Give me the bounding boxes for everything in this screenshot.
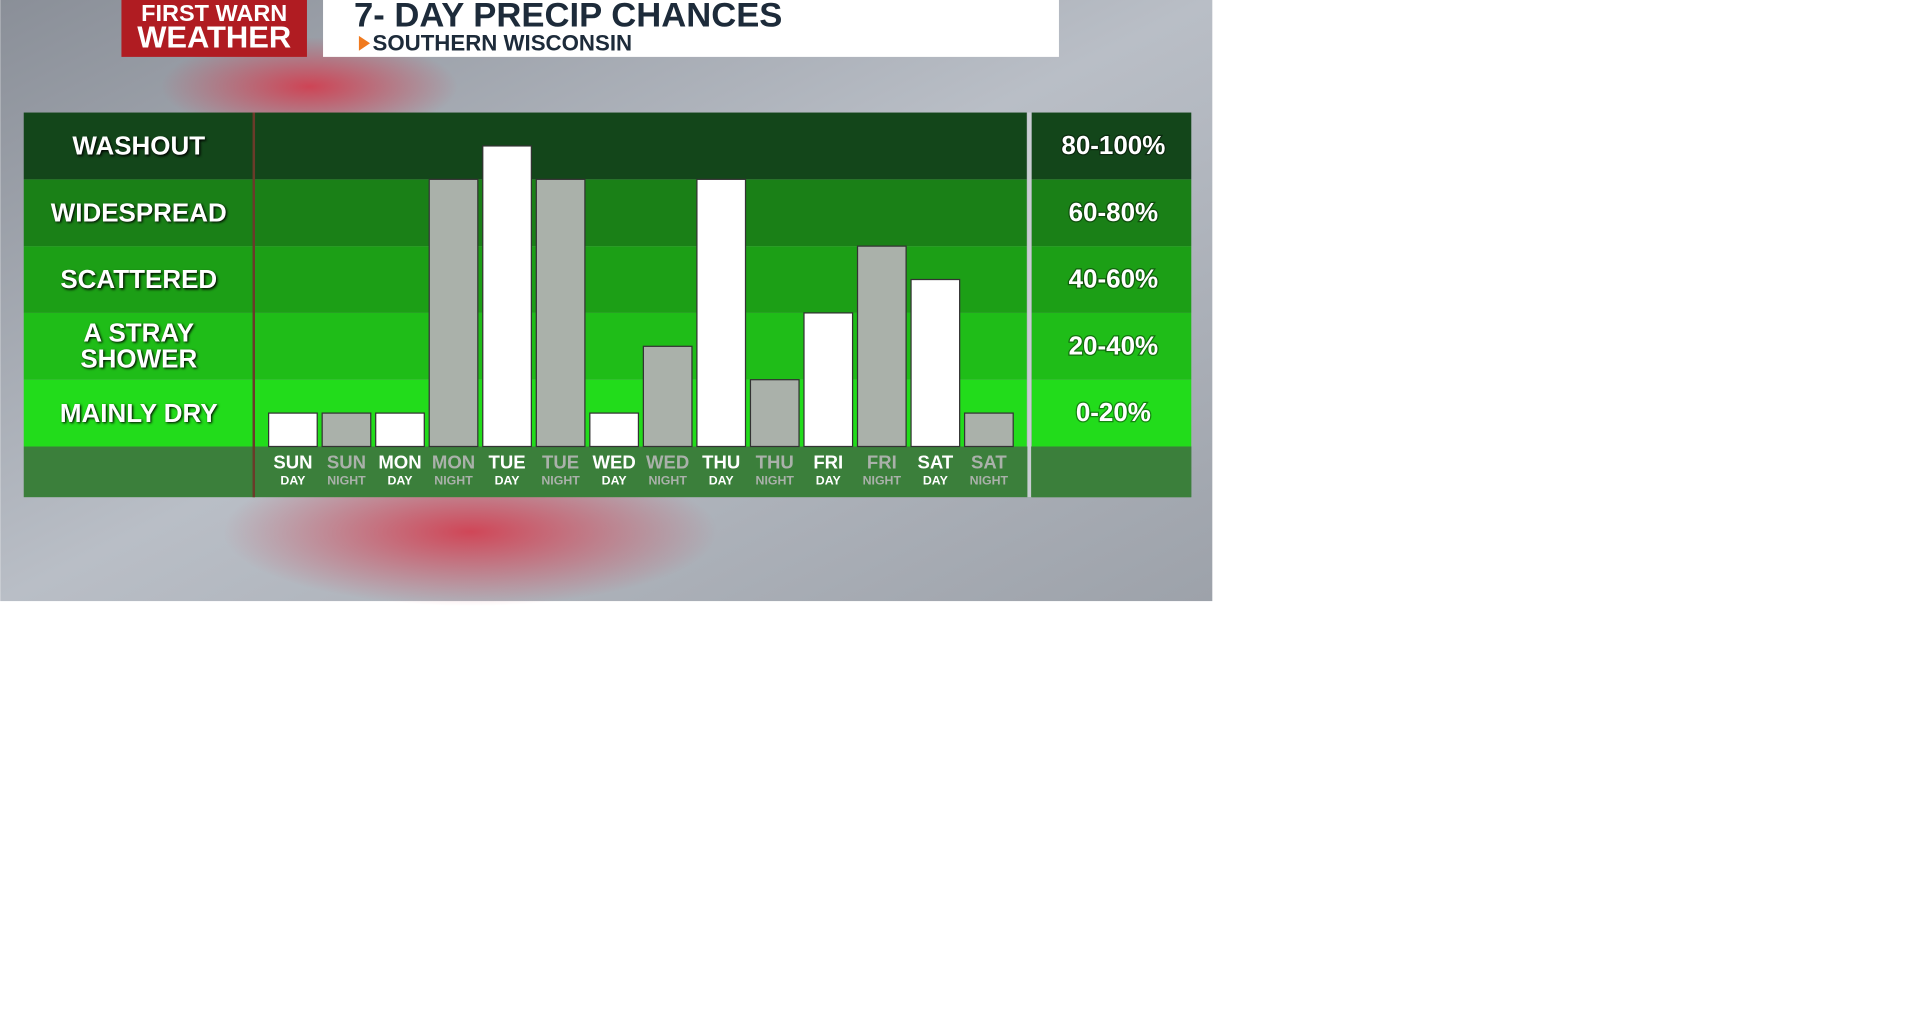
band-label-box: A STRAY SHOWER	[80, 319, 198, 374]
x-tick-sublabel: NIGHT	[863, 473, 902, 487]
x-tick-sublabel: NIGHT	[541, 473, 580, 487]
bar	[642, 345, 693, 448]
x-tick-label: TUE	[489, 452, 526, 473]
range-label: 0-20%	[1076, 397, 1151, 427]
x-tick-sublabel: NIGHT	[970, 473, 1009, 487]
band-label-cell	[23, 312, 254, 380]
bar	[375, 412, 425, 448]
x-tick-label: MON	[378, 452, 421, 473]
bar	[535, 178, 586, 448]
x-tick-sublabel: DAY	[280, 473, 306, 487]
x-tick-sublabel: DAY	[923, 473, 949, 487]
range-cell	[1031, 112, 1192, 180]
x-tick-label: SUN	[273, 452, 312, 473]
band-label-cell	[23, 179, 254, 247]
x-tick-label: THU	[702, 452, 740, 473]
x-tick-sublabel: DAY	[709, 473, 735, 487]
arrow-icon	[358, 35, 371, 51]
range-cell	[1031, 179, 1192, 247]
bar	[803, 312, 854, 448]
bar	[963, 412, 1014, 448]
range-label: 60-80%	[1069, 197, 1159, 227]
band-label: A STRAY SHOWER	[80, 319, 198, 374]
band-label: SCATTERED	[60, 265, 218, 294]
background-blur	[161, 37, 458, 137]
x-tick-label: FRI	[867, 452, 897, 473]
band-label-box: WIDESPREAD	[50, 198, 227, 227]
band-label-box: SCATTERED	[60, 265, 218, 294]
x-tick-label: SAT	[917, 452, 953, 473]
range-label: 80-100%	[1061, 130, 1165, 160]
range-label: 20-40%	[1069, 330, 1159, 360]
right-bottom-cell	[1031, 446, 1192, 498]
label-row	[23, 446, 1192, 498]
x-tick-sublabel: NIGHT	[648, 473, 687, 487]
bar	[910, 278, 961, 448]
x-tick-label: SAT	[971, 452, 1007, 473]
band	[255, 179, 1027, 247]
x-tick-label: TUE	[542, 452, 579, 473]
band-label: WASHOUT	[72, 131, 206, 161]
band-label: MAINLY DRY	[59, 398, 218, 428]
x-tick-sublabel: NIGHT	[756, 473, 795, 487]
x-tick-sublabel: DAY	[816, 473, 842, 487]
bar	[268, 412, 318, 448]
range-cell	[1031, 246, 1192, 313]
x-tick-sublabel: DAY	[495, 473, 521, 487]
chart-title: 7- DAY PRECIP CHANCES	[354, 0, 782, 34]
bar	[428, 178, 479, 448]
x-tick-label: FRI	[813, 452, 843, 473]
bar	[321, 412, 372, 448]
x-tick-sublabel: DAY	[388, 473, 414, 487]
x-tick-sublabel: DAY	[602, 473, 628, 487]
band-label-box: MAINLY DRY	[59, 398, 218, 428]
bar	[856, 245, 907, 448]
x-tick-label: THU	[756, 452, 794, 473]
x-tick-sublabel: NIGHT	[434, 473, 473, 487]
x-tick-label: SUN	[327, 452, 366, 473]
range-cell	[1031, 312, 1192, 380]
range-label: 40-60%	[1069, 264, 1159, 294]
bar	[696, 178, 747, 448]
chart-subtitle: SOUTHERN WISCONSIN	[373, 30, 633, 55]
logo-text: WEATHER	[137, 20, 291, 55]
band-label-cell	[23, 112, 254, 180]
x-tick-sublabel: NIGHT	[327, 473, 366, 487]
x-tick-label: WED	[592, 452, 635, 473]
x-tick-label: WED	[646, 452, 689, 473]
band-label-cell	[23, 246, 254, 313]
logo-text: FIRST WARN	[141, 0, 287, 26]
title-box	[323, 0, 1059, 57]
range-cell	[1031, 379, 1192, 447]
band-label: WIDESPREAD	[50, 198, 227, 227]
bar	[482, 145, 532, 448]
logo	[121, 0, 307, 57]
bar	[749, 379, 800, 448]
x-tick-label: MON	[432, 452, 475, 473]
band-label-box: WASHOUT	[72, 131, 206, 161]
bar	[589, 412, 640, 448]
band-label-cell	[23, 379, 254, 447]
band	[255, 112, 1027, 180]
